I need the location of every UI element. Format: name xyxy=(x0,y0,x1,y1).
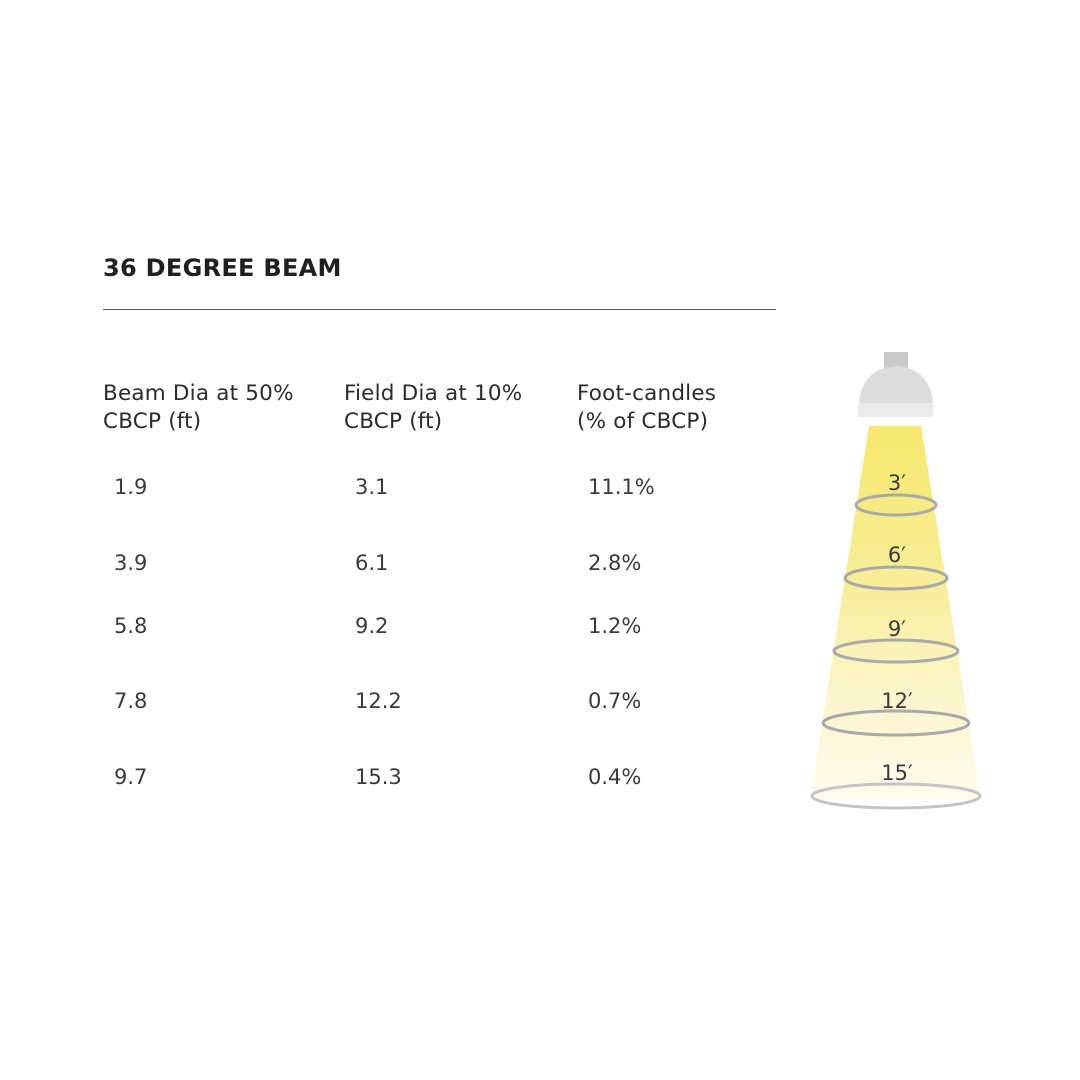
distance-label: 6′ xyxy=(888,543,906,567)
light-beam xyxy=(810,426,981,800)
table-cell-field-dia: 3.1 xyxy=(355,475,389,499)
table-cell-beam-dia: 5.8 xyxy=(114,614,148,638)
table-cell-foot-candles: 1.2% xyxy=(588,614,642,638)
table-cell-field-dia: 15.3 xyxy=(355,765,402,789)
distance-label: 15′ xyxy=(881,761,913,785)
distance-label: 3′ xyxy=(888,471,906,495)
title-divider xyxy=(103,309,776,310)
page-title: 36 DEGREE BEAM xyxy=(103,254,342,282)
beam-spread-diagram: 3′ 6′ 9′ 12′ 15′ xyxy=(810,352,982,810)
distance-ring xyxy=(843,565,949,591)
distance-ring xyxy=(854,493,938,517)
distance-ring xyxy=(821,709,971,737)
table-cell-foot-candles: 2.8% xyxy=(588,551,642,575)
column-header-beam-dia: Beam Dia at 50% CBCP (ft) xyxy=(103,381,294,434)
table-cell-field-dia: 12.2 xyxy=(355,689,402,713)
distance-label: 12′ xyxy=(881,689,913,713)
column-header-field-dia: Field Dia at 10% CBCP (ft) xyxy=(344,381,523,434)
table-cell-field-dia: 6.1 xyxy=(355,551,389,575)
table-cell-beam-dia: 3.9 xyxy=(114,551,148,575)
table-cell-beam-dia: 7.8 xyxy=(114,689,148,713)
table-cell-foot-candles: 0.4% xyxy=(588,765,642,789)
distance-ring xyxy=(810,782,982,810)
table-cell-foot-candles: 11.1% xyxy=(588,475,655,499)
table-cell-beam-dia: 1.9 xyxy=(114,475,148,499)
column-header-foot-candles: Foot-candles (% of CBCP) xyxy=(577,381,717,434)
table-cell-foot-candles: 0.7% xyxy=(588,689,642,713)
table-cell-field-dia: 9.2 xyxy=(355,614,389,638)
distance-label: 9′ xyxy=(888,617,906,641)
distance-ring xyxy=(832,638,960,664)
light-fixture-icon xyxy=(858,352,933,417)
table-cell-beam-dia: 9.7 xyxy=(114,765,148,789)
